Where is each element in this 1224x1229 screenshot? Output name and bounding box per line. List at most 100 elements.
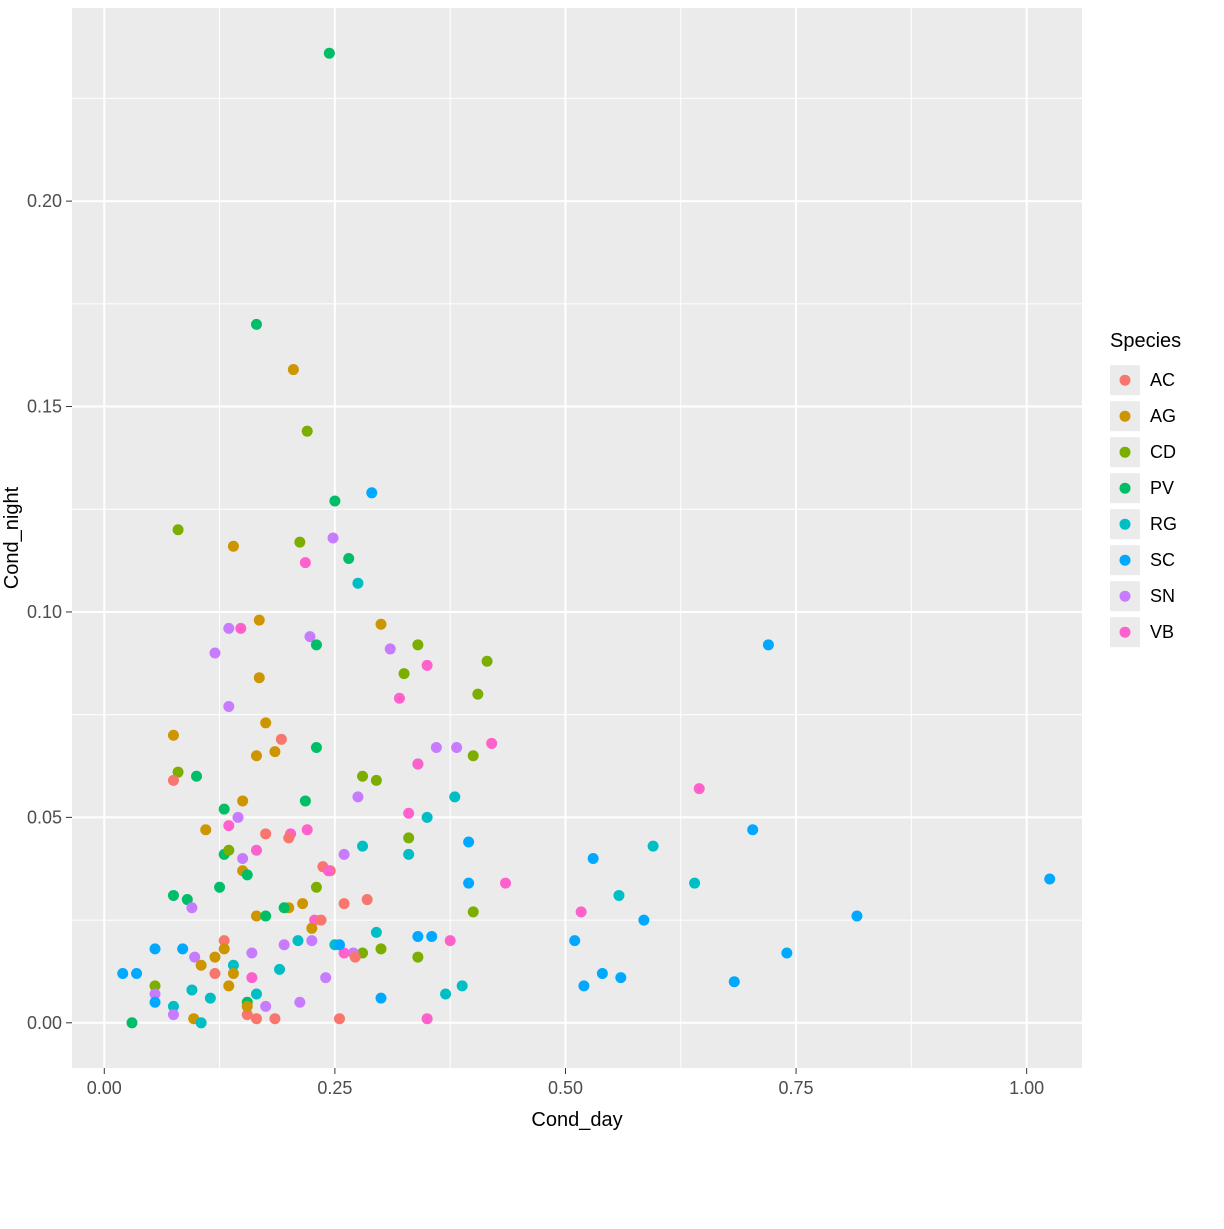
data-point <box>223 623 234 634</box>
y-axis-title: Cond_night <box>1 486 23 589</box>
data-point <box>694 783 705 794</box>
data-point <box>186 902 197 913</box>
data-point <box>339 849 350 860</box>
data-point <box>168 775 179 786</box>
data-point <box>689 878 700 889</box>
data-point <box>276 734 287 745</box>
legend-label: SN <box>1150 586 1175 606</box>
x-tick-label: 1.00 <box>1009 1078 1044 1098</box>
data-point <box>306 923 317 934</box>
y-tick-label: 0.05 <box>27 807 62 827</box>
data-point <box>242 869 253 880</box>
data-point <box>251 1013 262 1024</box>
x-tick-label: 0.25 <box>317 1078 352 1098</box>
data-point <box>260 828 271 839</box>
legend-title: Species <box>1110 330 1181 352</box>
data-point <box>422 812 433 823</box>
data-point <box>292 935 303 946</box>
data-point <box>763 639 774 650</box>
data-point <box>117 968 128 979</box>
legend-label: AC <box>1150 370 1175 390</box>
data-point <box>445 935 456 946</box>
data-point <box>283 832 294 843</box>
data-point <box>302 824 313 835</box>
data-point <box>615 972 626 983</box>
data-point <box>366 487 377 498</box>
data-point <box>251 750 262 761</box>
data-point <box>362 894 373 905</box>
data-point <box>306 935 317 946</box>
x-axis-title: Cond_day <box>531 1109 622 1131</box>
data-point <box>403 808 414 819</box>
data-point <box>237 853 248 864</box>
data-point <box>126 1017 137 1028</box>
data-point <box>482 656 493 667</box>
data-point <box>191 771 202 782</box>
data-point <box>214 882 225 893</box>
data-point <box>223 820 234 831</box>
data-point <box>177 943 188 954</box>
data-point <box>269 746 280 757</box>
x-tick-label: 0.75 <box>779 1078 814 1098</box>
data-point <box>168 890 179 901</box>
data-point <box>233 812 244 823</box>
data-point <box>186 984 197 995</box>
legend-label: AG <box>1150 406 1176 426</box>
data-point <box>328 533 339 544</box>
data-point <box>223 701 234 712</box>
data-point <box>324 48 335 59</box>
data-point <box>237 795 248 806</box>
data-point <box>576 906 587 917</box>
legend-swatch <box>1120 519 1131 530</box>
data-point <box>578 980 589 991</box>
data-point <box>131 968 142 979</box>
data-point <box>412 758 423 769</box>
x-tick-label: 0.50 <box>548 1078 583 1098</box>
legend-label: VB <box>1150 622 1174 642</box>
data-point <box>219 943 230 954</box>
data-point <box>357 771 368 782</box>
data-point <box>385 643 396 654</box>
data-point <box>274 964 285 975</box>
data-point <box>352 791 363 802</box>
data-point <box>279 902 290 913</box>
data-point <box>422 1013 433 1024</box>
data-point <box>613 890 624 901</box>
data-point <box>150 997 161 1008</box>
legend-swatch <box>1120 483 1131 494</box>
data-point <box>334 1013 345 1024</box>
data-point <box>394 693 405 704</box>
data-point <box>412 931 423 942</box>
data-point <box>426 931 437 942</box>
data-point <box>371 775 382 786</box>
data-point <box>235 623 246 634</box>
y-tick-label: 0.00 <box>27 1013 62 1033</box>
data-point <box>316 915 327 926</box>
data-point <box>251 845 262 856</box>
data-point <box>468 750 479 761</box>
x-tick-label: 0.00 <box>87 1078 122 1098</box>
data-point <box>747 824 758 835</box>
chart-container: { "chart": { "type": "scatter", "width":… <box>0 0 1224 1224</box>
y-tick-label: 0.15 <box>27 397 62 417</box>
data-point <box>500 878 511 889</box>
data-point <box>209 648 220 659</box>
data-point <box>168 730 179 741</box>
data-point <box>311 882 322 893</box>
data-point <box>403 832 414 843</box>
data-point <box>449 791 460 802</box>
data-point <box>260 1001 271 1012</box>
legend-label: CD <box>1150 442 1176 462</box>
data-point <box>288 364 299 375</box>
data-point <box>300 795 311 806</box>
data-point <box>246 972 257 983</box>
data-point <box>246 947 257 958</box>
data-point <box>297 898 308 909</box>
data-point <box>329 496 340 507</box>
data-point <box>254 615 265 626</box>
data-point <box>228 968 239 979</box>
data-point <box>597 968 608 979</box>
data-point <box>200 824 211 835</box>
legend-swatch <box>1120 627 1131 638</box>
data-point <box>219 804 230 815</box>
